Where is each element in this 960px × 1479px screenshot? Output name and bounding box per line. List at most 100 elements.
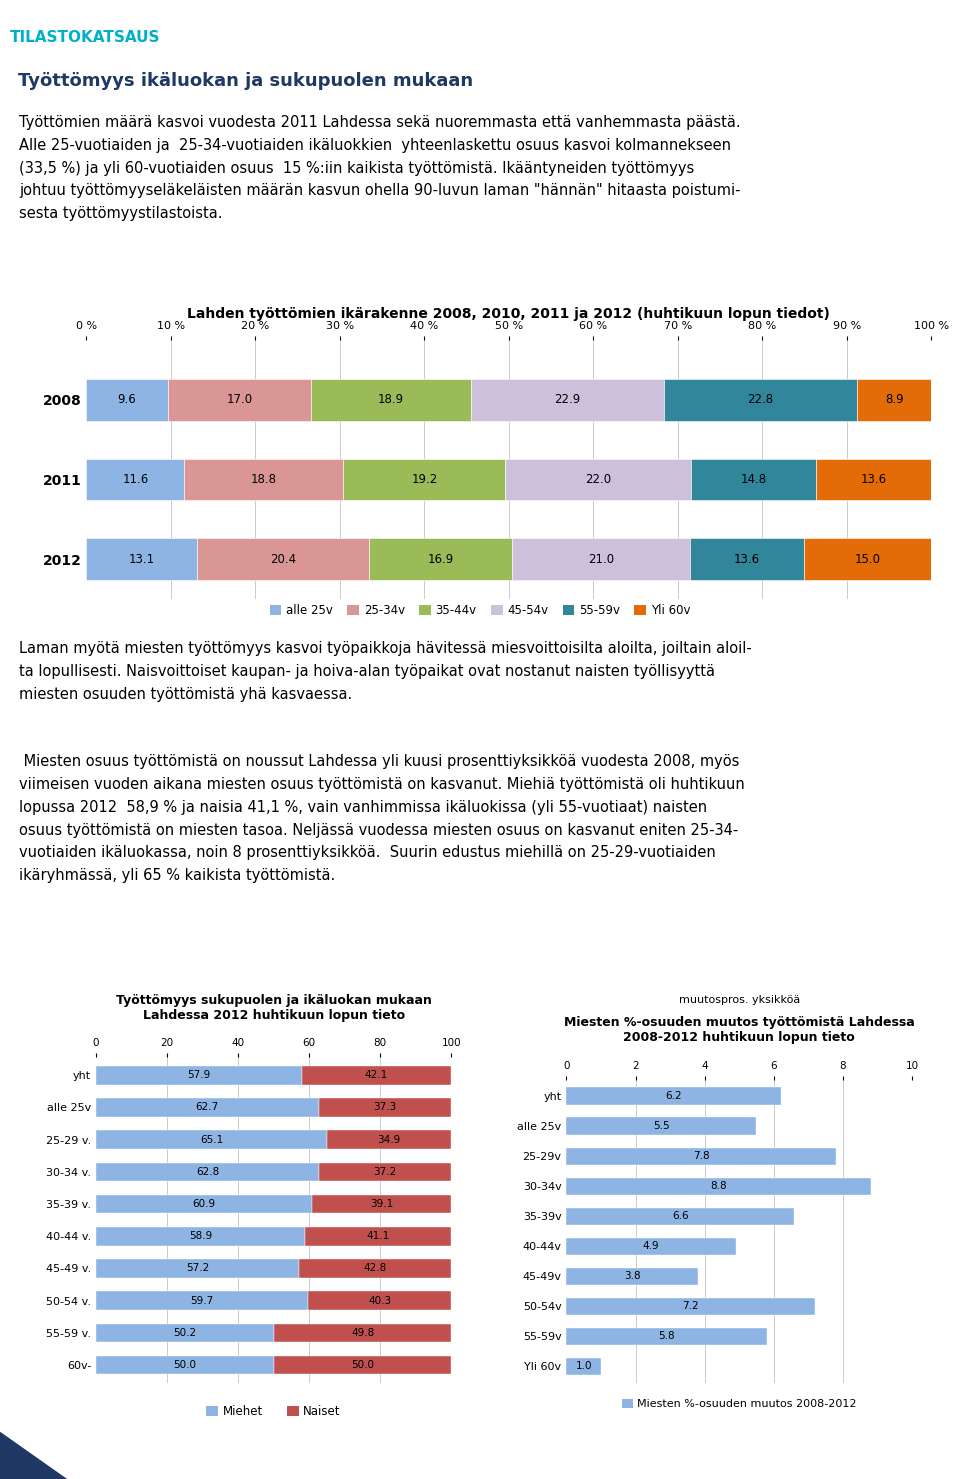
Bar [96,1162,319,1182]
Text: 49.8: 49.8 [351,1328,374,1338]
Bar [566,1118,756,1134]
Legend: alle 25v, 25-34v, 35-44v, 45-54v, 55-59v, Yli 60v: alle 25v, 25-34v, 35-44v, 45-54v, 55-59v… [265,599,695,623]
Text: 8.8: 8.8 [710,1182,727,1191]
Text: Työttömien määrä kasvoi vuodesta 2011 Lahdessa sekä nuoremmasta että vanhemmasta: Työttömien määrä kasvoi vuodesta 2011 La… [19,115,740,222]
Text: 21.0: 21.0 [588,553,614,565]
Polygon shape [0,1432,67,1479]
Bar [566,1177,871,1195]
Title: Lahden työttömien ikärakenne 2008, 2010, 2011 ja 2012 (huhtikuun lopun tiedot): Lahden työttömien ikärakenne 2008, 2010,… [187,308,830,321]
Text: 19.2: 19.2 [411,473,438,487]
Text: 59.7: 59.7 [190,1296,214,1306]
Bar [566,1358,601,1375]
Text: 13.6: 13.6 [734,553,760,565]
Text: 13.1: 13.1 [129,553,155,565]
Bar [96,1356,274,1374]
Bar [566,1268,698,1285]
Bar [319,1162,451,1182]
Text: 50.0: 50.0 [351,1361,373,1370]
Bar [305,1228,451,1245]
Text: 60.9: 60.9 [193,1199,216,1208]
Text: 5.5: 5.5 [653,1121,670,1131]
Legend: Miesten %-osuuden muutos 2008-2012: Miesten %-osuuden muutos 2008-2012 [617,1395,861,1414]
Text: 39.1: 39.1 [371,1199,394,1208]
Text: 7.2: 7.2 [683,1302,699,1312]
Text: 6.2: 6.2 [665,1092,682,1102]
Bar [301,1066,451,1084]
Bar [566,1207,795,1225]
Text: 8: 8 [922,21,936,38]
Text: 57.2: 57.2 [186,1263,209,1273]
Text: 37.3: 37.3 [373,1102,396,1112]
Bar [566,1328,767,1344]
Bar [275,1324,451,1343]
Text: 4.9: 4.9 [643,1241,660,1251]
Text: 22.9: 22.9 [554,393,581,407]
Text: 6.6: 6.6 [672,1211,688,1222]
Bar [566,1297,815,1315]
Bar [505,458,691,500]
Bar [96,1228,305,1245]
Text: 11.6: 11.6 [122,473,149,487]
Text: 20.4: 20.4 [270,553,297,565]
Bar [691,458,816,500]
Text: 40.3: 40.3 [368,1296,391,1306]
Bar [274,1356,451,1374]
Text: 8.9: 8.9 [885,393,903,407]
Text: 57.9: 57.9 [187,1071,210,1080]
Bar [664,379,857,420]
Text: 41.1: 41.1 [367,1232,390,1241]
Text: Työttömyys ikäluokan ja sukupuolen mukaan: Työttömyys ikäluokan ja sukupuolen mukaa… [18,72,473,90]
Bar [167,379,311,420]
Text: 62.7: 62.7 [196,1102,219,1112]
Bar [816,458,931,500]
Bar [308,1291,451,1310]
Bar [344,458,505,500]
Bar [96,1195,312,1213]
Bar [566,1148,836,1165]
Bar [804,538,931,580]
Bar [566,1087,780,1105]
Bar [319,1097,451,1117]
Bar [96,1097,319,1117]
Text: 14.8: 14.8 [741,473,767,487]
Bar [86,538,197,580]
Text: muutospros. yksikköä: muutospros. yksikköä [679,995,800,1006]
Bar [96,1066,301,1084]
Text: 42.1: 42.1 [365,1071,388,1080]
Text: 50.2: 50.2 [174,1328,197,1338]
Text: 17.0: 17.0 [227,393,252,407]
Title: Miesten %-osuuden muutos työttömistä Lahdessa
2008-2012 huhtikuun lopun tieto: Miesten %-osuuden muutos työttömistä Lah… [564,1016,915,1044]
Bar [857,379,932,420]
Bar [96,1324,275,1343]
Bar [566,1238,735,1256]
Bar [327,1130,451,1149]
Text: 7.8: 7.8 [693,1151,709,1161]
Bar [300,1259,451,1278]
Bar [470,379,664,420]
Text: 22.0: 22.0 [586,473,612,487]
Bar [689,538,804,580]
Text: 16.9: 16.9 [427,553,454,565]
Text: 9.6: 9.6 [117,393,136,407]
Text: TILASTOKATSAUS: TILASTOKATSAUS [10,30,160,46]
Bar [370,538,513,580]
Bar [184,458,344,500]
Bar [513,538,689,580]
Text: 18.8: 18.8 [251,473,276,487]
Text: 13.6: 13.6 [861,473,887,487]
Text: 42.8: 42.8 [364,1263,387,1273]
Text: 15.0: 15.0 [854,553,881,565]
Bar [86,458,184,500]
Text: 62.8: 62.8 [196,1167,219,1177]
Text: 18.9: 18.9 [378,393,404,407]
Bar [96,1291,308,1310]
Text: 3.8: 3.8 [624,1272,640,1281]
Text: 50.0: 50.0 [174,1361,196,1370]
Text: 37.2: 37.2 [373,1167,396,1177]
Bar [312,1195,451,1213]
Bar [197,538,370,580]
Bar [96,1130,327,1149]
Text: 5.8: 5.8 [659,1331,675,1341]
Text: Laman myötä miesten työttömyys kasvoi työpaikkoja hävitessä miesvoittoisilta alo: Laman myötä miesten työttömyys kasvoi ty… [19,640,752,701]
Text: 58.9: 58.9 [189,1232,212,1241]
